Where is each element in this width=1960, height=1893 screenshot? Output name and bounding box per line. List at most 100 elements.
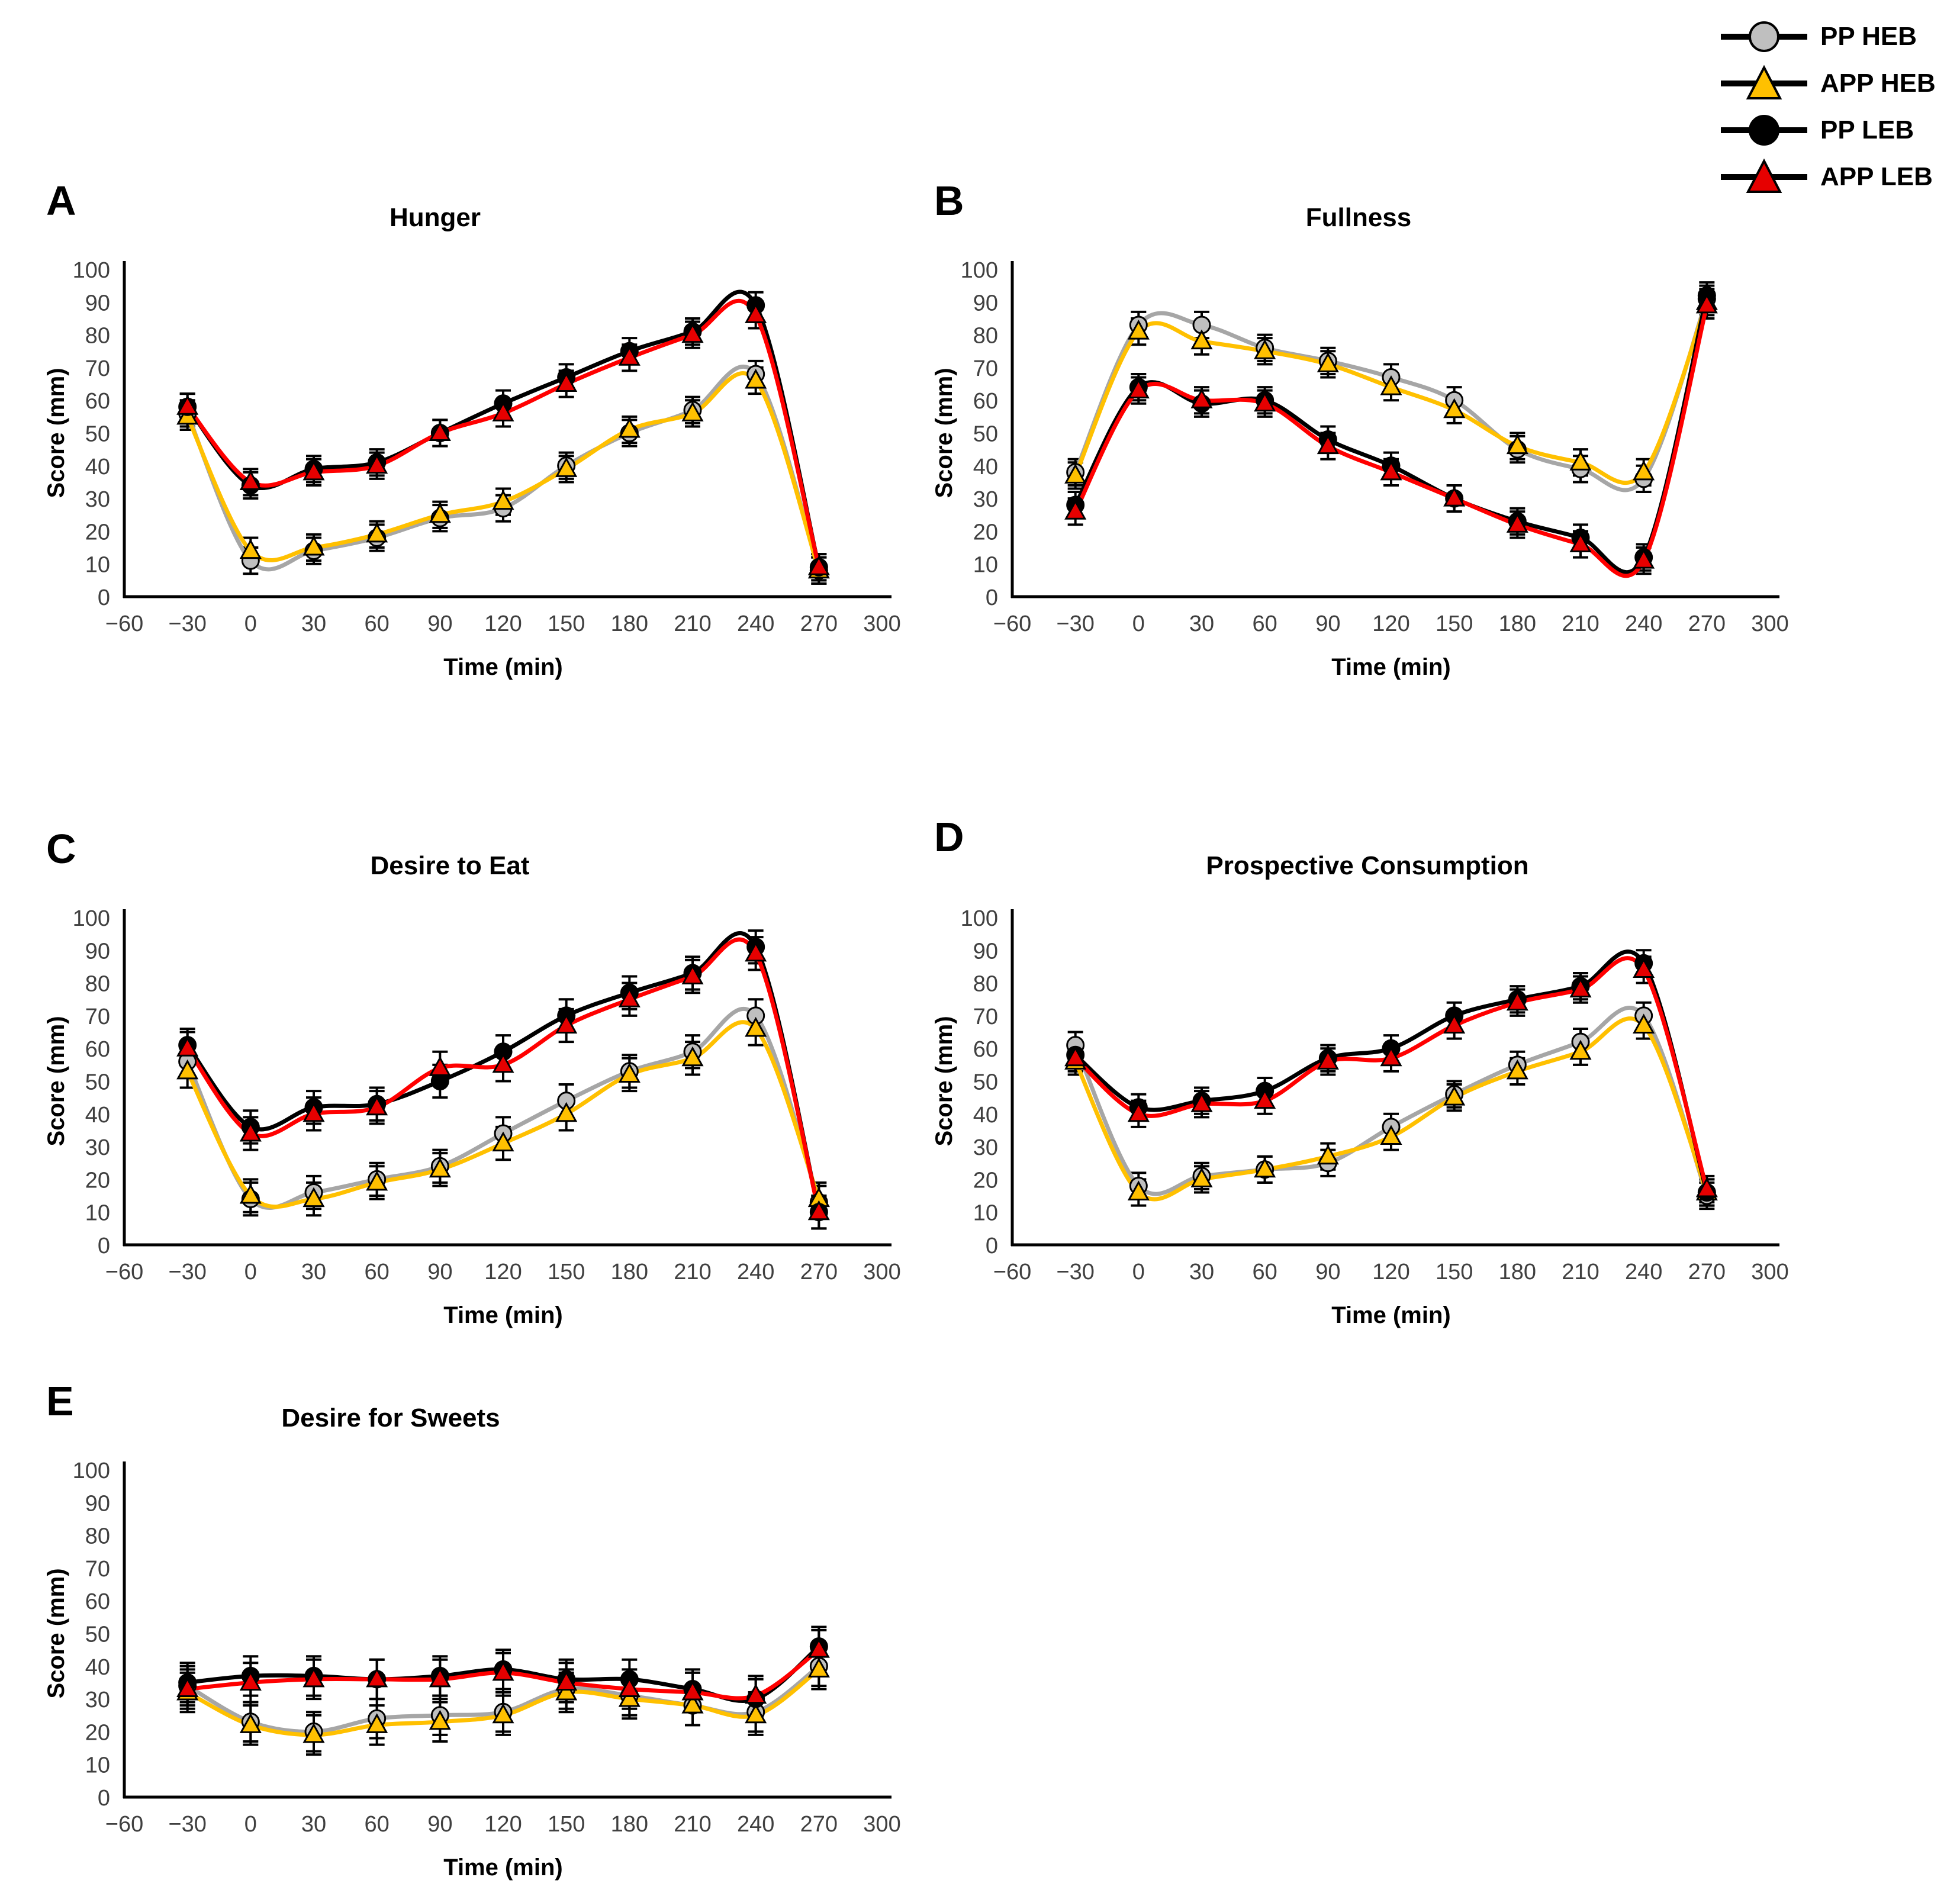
chart-hunger-svg: Hunger 0 10 20 30 40 50 60 70 80 90 100 −60 −30 0 30 60 9… (43, 203, 901, 680)
app-leb-marker-icon (1317, 1049, 1339, 1070)
legend-item-app-leb: APP LEB (1720, 153, 1936, 200)
app-heb-marker-icon (1190, 329, 1213, 350)
chart-title: Desire for Sweets (281, 1403, 500, 1432)
legend-item-pp-leb: PP LEB (1720, 107, 1936, 153)
panel-letter: C (46, 826, 76, 872)
app-heb-marker-icon (1633, 1013, 1655, 1034)
x-tick-label: 90 (427, 1260, 452, 1284)
app-heb-marker-icon (176, 1059, 199, 1080)
x-tick-label: 270 (800, 1260, 838, 1284)
x-tick-label: −60 (993, 1260, 1031, 1284)
app-heb-marker-icon (681, 1694, 704, 1714)
x-tick-label: 30 (301, 611, 326, 636)
app-heb-marker-icon (492, 1703, 514, 1724)
x-tick-label: 120 (484, 1260, 522, 1284)
chart-title: Fullness (1306, 203, 1412, 232)
x-tick-label: 150 (548, 1812, 585, 1837)
y-tick-label: 30 (973, 487, 998, 512)
y-tick-label: 20 (973, 1168, 998, 1193)
y-tick-label: 80 (85, 972, 110, 997)
x-tick-label: 60 (1253, 611, 1277, 636)
app-leb-marker-icon (681, 1680, 704, 1701)
app-heb-marker-icon (302, 535, 325, 556)
app-heb-marker-icon (1127, 319, 1150, 340)
y-tick-label: 100 (73, 906, 110, 931)
app-leb-marker-icon (1317, 434, 1339, 455)
y-tick-label: 60 (85, 1037, 110, 1062)
app-leb-marker-icon (176, 1677, 199, 1698)
y-tick-label: 40 (85, 455, 110, 479)
app-heb-marker-icon (1569, 1039, 1592, 1060)
app-heb-marker-icon (1380, 1125, 1402, 1145)
y-tick-label: 50 (85, 1070, 110, 1095)
y-tick-label: 60 (85, 1589, 110, 1614)
x-tick-label: −60 (105, 611, 143, 636)
app-heb-marker-icon (1317, 1144, 1339, 1165)
panel-letter: B (934, 178, 964, 224)
app-heb-marker-icon (618, 1686, 641, 1707)
y-axis-title: Score (mm) (43, 368, 69, 498)
x-tick-label: 120 (1372, 1260, 1409, 1284)
x-tick-label: −30 (168, 611, 206, 636)
x-tick-label: 270 (800, 1812, 838, 1837)
x-tick-label: 30 (301, 1812, 326, 1837)
x-tick-label: 300 (1751, 611, 1788, 636)
x-tick-label: 0 (1132, 1260, 1145, 1284)
pp-leb-legend-marker-icon (1721, 114, 1807, 146)
panel-hunger: A Hunger 0 10 20 30 40 50 60 70 80 90 100 −60 −30 0 30 6… (36, 172, 918, 693)
y-tick-label: 90 (85, 1491, 110, 1516)
y-tick-label: 60 (85, 389, 110, 414)
app-heb-marker-icon (366, 1170, 388, 1191)
x-tick-label: 210 (674, 1260, 711, 1284)
y-tick-label: 100 (961, 906, 998, 931)
app-leb-marker-icon (492, 401, 514, 421)
x-tick-label: 0 (244, 1812, 257, 1837)
y-tick-label: 50 (973, 422, 998, 447)
app-heb-marker-icon (745, 1016, 767, 1037)
app-leb-marker-icon (1127, 1102, 1150, 1122)
app-leb-marker-icon (1569, 532, 1592, 553)
app-heb-marker-icon (745, 1703, 767, 1724)
app-leb-marker-icon (429, 1667, 451, 1688)
y-tick-label: 10 (85, 1753, 110, 1778)
app-leb-marker-icon (239, 470, 262, 490)
x-tick-label: 240 (1625, 611, 1662, 636)
app-leb-marker-icon (807, 1638, 830, 1658)
app-leb-marker-icon (681, 323, 704, 343)
app-leb-marker-icon (1695, 293, 1718, 314)
app-leb-marker-icon (176, 1036, 199, 1057)
y-tick-label: 0 (986, 1234, 998, 1258)
x-tick-label: 90 (1315, 611, 1340, 636)
app-heb-marker-icon (555, 1680, 578, 1701)
y-tick-label: 70 (973, 356, 998, 381)
app-leb-marker-icon (745, 1683, 767, 1704)
app-leb-line (1073, 303, 1709, 578)
x-tick-label: 300 (863, 1812, 900, 1837)
y-tick-label: 50 (85, 1622, 110, 1647)
app-heb-marker-icon (239, 539, 262, 559)
app-leb-marker-icon (618, 1677, 641, 1698)
x-tick-label: 30 (1189, 1260, 1214, 1284)
y-tick-label: 90 (85, 939, 110, 964)
y-tick-label: 60 (973, 1037, 998, 1062)
y-tick-label: 40 (973, 455, 998, 479)
y-tick-label: 20 (973, 520, 998, 545)
x-tick-label: 180 (611, 611, 648, 636)
y-tick-label: 100 (961, 258, 998, 283)
app-heb-marker-icon (1254, 1157, 1276, 1178)
x-tick-label: −60 (105, 1260, 143, 1284)
app-heb-marker-icon (429, 1157, 451, 1178)
app-leb-marker-icon (745, 941, 767, 962)
app-leb-marker-icon (618, 987, 641, 1007)
x-axis-title: Time (min) (1331, 654, 1451, 680)
y-axis-title: Score (mm) (931, 1016, 957, 1146)
app-heb-marker-icon (555, 1102, 578, 1122)
app-heb-marker-icon (681, 401, 704, 421)
pp-heb-legend-marker-icon (1721, 21, 1807, 52)
x-tick-label: 240 (1625, 1260, 1662, 1284)
y-tick-label: 30 (85, 1135, 110, 1160)
x-tick-label: 150 (1436, 1260, 1473, 1284)
app-leb-marker-icon (807, 1200, 830, 1221)
app-leb-marker-icon (366, 1095, 388, 1116)
y-tick-label: 50 (85, 422, 110, 447)
